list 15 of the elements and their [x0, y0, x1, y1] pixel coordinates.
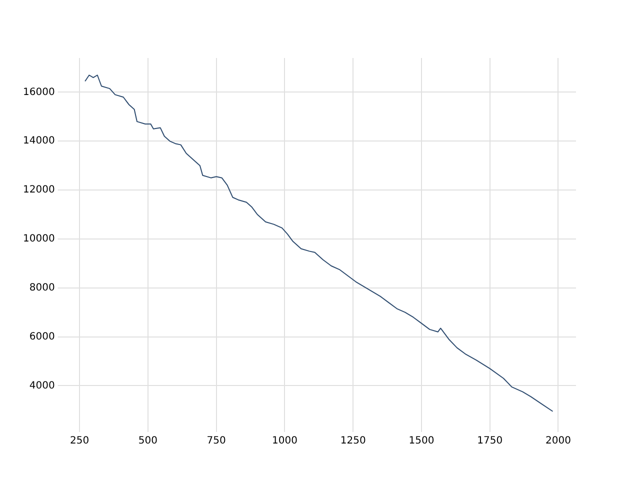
x-tick-label: 500 [138, 436, 158, 447]
y-tick-label: 12000 [23, 184, 55, 196]
y-tick-label: 4000 [29, 380, 55, 392]
x-tick-label: 1500 [408, 436, 434, 447]
y-tick-label: 6000 [29, 331, 55, 342]
x-tick-label: 2000 [545, 436, 571, 447]
y-tick-label: 8000 [29, 282, 55, 294]
x-tick-label: 1250 [340, 436, 366, 447]
x-tick-label: 250 [70, 436, 90, 447]
y-tick-label: 10000 [23, 234, 55, 245]
y-tick-label: 16000 [23, 86, 55, 98]
x-tick-label: 1750 [477, 436, 503, 447]
x-tick-label: 750 [206, 436, 226, 447]
y-tick-label: 14000 [23, 136, 55, 147]
x-tick-label: 1000 [272, 436, 298, 447]
